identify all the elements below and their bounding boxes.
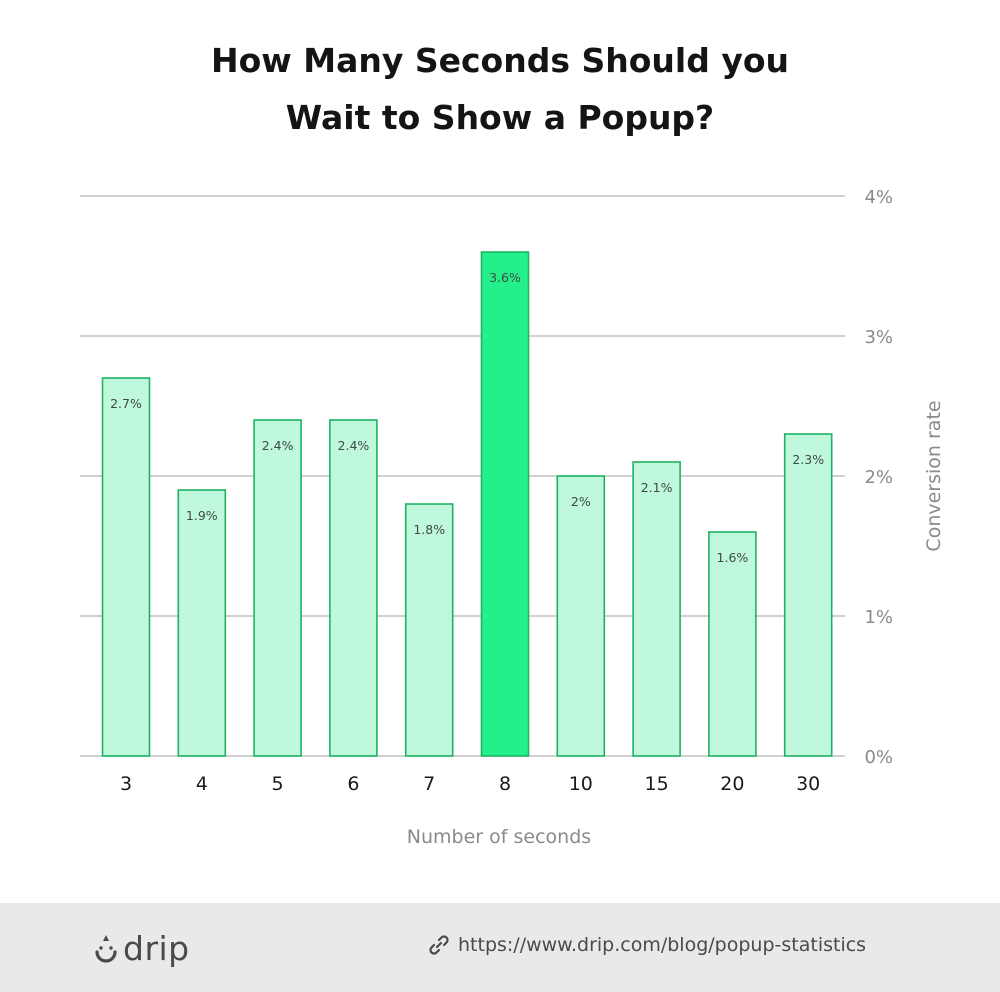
x-axis-ticks: 3 4 5 6 7 8 10 15 20 30 xyxy=(120,773,820,795)
y-tick-label: 4% xyxy=(864,187,893,208)
data-label-20: 1.6% xyxy=(717,550,749,565)
x-tick-label-10: 10 xyxy=(569,773,593,795)
bar-3 xyxy=(101,377,151,757)
bar-chart: 2.7% 1.9% 2.4% 2.4% 1.8% 3.6% 2% 2.1% 1.6% 2.3% 0… xyxy=(80,187,945,848)
data-label-8: 3.6% xyxy=(489,270,521,285)
source-url[interactable]: https://www.drip.com/blog/popup-statisti… xyxy=(458,934,867,956)
y-tick-label: 0% xyxy=(864,747,893,768)
bars: 2.7% 1.9% 2.4% 2.4% 1.8% 3.6% 2% 2.1% 1.6% 2.3% xyxy=(101,251,833,757)
x-tick-label-4: 4 xyxy=(196,773,208,795)
bar-6 xyxy=(329,419,378,757)
data-label-10: 2% xyxy=(571,494,591,509)
data-label-3: 2.7% xyxy=(110,396,142,411)
x-tick-label-20: 20 xyxy=(720,773,744,795)
link-icon xyxy=(429,935,449,955)
x-tick-label-30: 30 xyxy=(796,773,820,795)
data-label-5: 2.4% xyxy=(262,438,294,453)
chart-title-line-2: Wait to Show a Popup? xyxy=(285,98,715,137)
footer: drip https://www.drip.com/blog/popup-sta… xyxy=(0,903,1000,992)
x-tick-label-15: 15 xyxy=(645,773,669,795)
y-axis-ticks: 0% 1% 2% 3% 4% xyxy=(864,187,893,768)
bar-10 xyxy=(556,475,606,757)
data-label-4: 1.9% xyxy=(186,508,218,523)
bar-30 xyxy=(783,433,833,757)
x-axis-title: Number of seconds xyxy=(407,826,591,848)
x-tick-label-3: 3 xyxy=(120,773,132,795)
brand-logo: drip xyxy=(94,927,190,969)
x-tick-label-8: 8 xyxy=(499,773,511,795)
data-label-15: 2.1% xyxy=(641,480,673,495)
data-label-7: 1.8% xyxy=(413,522,445,537)
bar-5 xyxy=(253,419,302,757)
chart-title-line-1: How Many Seconds Should you xyxy=(210,41,789,80)
data-label-6: 2.4% xyxy=(338,438,370,453)
x-tick-label-7: 7 xyxy=(423,773,435,795)
bar-8 xyxy=(480,251,530,757)
chart-title: How Many Seconds Should you Wait to Show… xyxy=(0,32,1000,146)
bar-15 xyxy=(632,461,681,757)
x-tick-label-6: 6 xyxy=(347,773,359,795)
data-label-30: 2.3% xyxy=(792,452,824,467)
x-tick-label-5: 5 xyxy=(272,773,284,795)
y-tick-label: 3% xyxy=(864,327,893,348)
source-link[interactable]: https://www.drip.com/blog/popup-statisti… xyxy=(428,934,866,956)
bar-7 xyxy=(404,503,454,757)
bar-4 xyxy=(177,489,227,757)
y-axis-title: Conversion rate xyxy=(923,400,945,551)
brand-name: drip xyxy=(123,928,190,968)
y-tick-label: 2% xyxy=(864,467,893,488)
drip-logo-icon xyxy=(95,935,117,963)
y-tick-label: 1% xyxy=(864,607,893,628)
bar-20 xyxy=(708,531,757,757)
